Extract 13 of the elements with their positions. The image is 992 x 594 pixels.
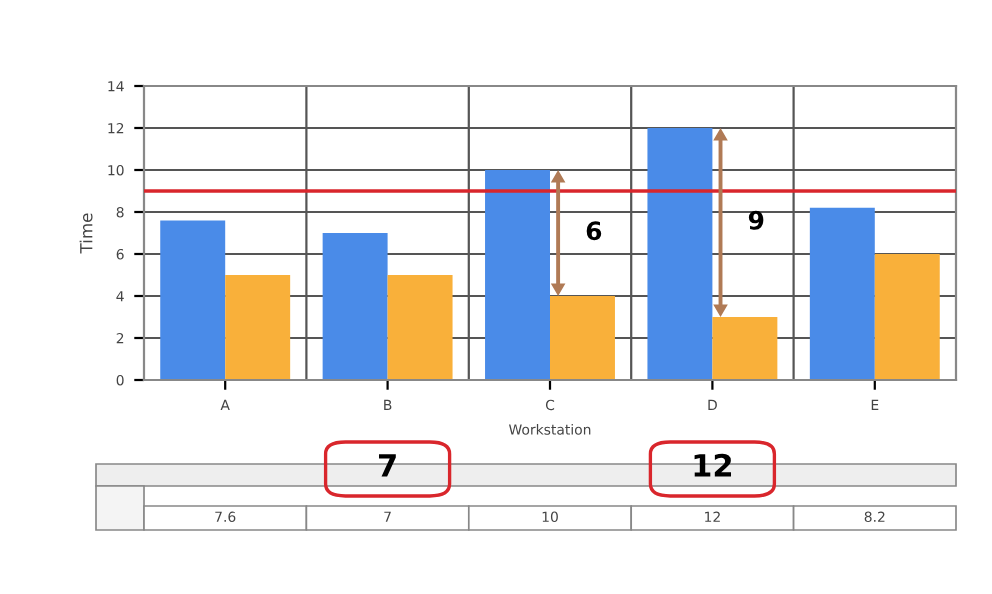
text: 12 <box>694 453 732 477</box>
annotation: 6 <box>586 221 602 241</box>
y-axis-title: Time <box>79 213 93 254</box>
bar <box>322 233 388 380</box>
bar <box>225 275 291 380</box>
bar <box>712 317 778 380</box>
bar <box>550 296 615 380</box>
text: 7 <box>379 454 396 477</box>
bar <box>874 254 940 380</box>
bar <box>160 220 226 380</box>
bar <box>809 207 875 380</box>
annotation: 9 <box>748 210 764 230</box>
bar <box>387 275 453 380</box>
